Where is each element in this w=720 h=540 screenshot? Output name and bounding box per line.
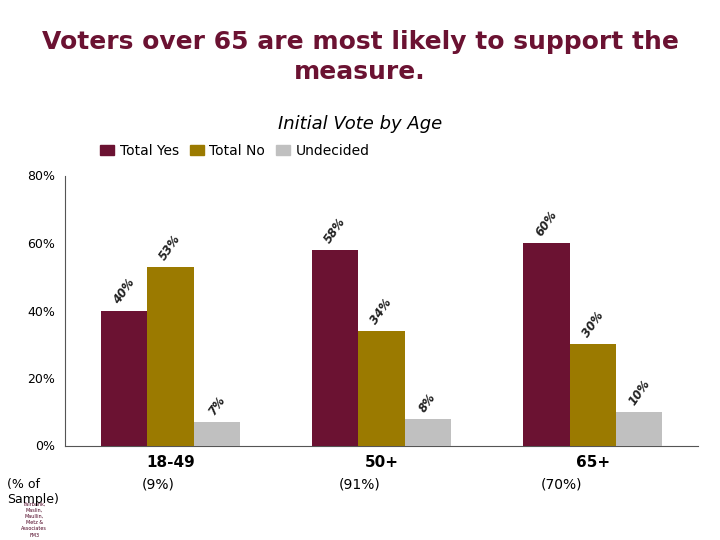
- Bar: [523, 243, 570, 446]
- Text: (91%): (91%): [339, 478, 381, 492]
- Text: 58%: 58%: [322, 215, 348, 246]
- Text: 40%: 40%: [111, 276, 138, 306]
- Bar: [147, 267, 194, 446]
- Text: 53%: 53%: [157, 232, 184, 262]
- Text: (70%): (70%): [541, 478, 582, 492]
- Text: 34%: 34%: [368, 296, 395, 327]
- Text: Initial Vote by Age: Initial Vote by Age: [278, 115, 442, 133]
- Text: (% of
Sample): (% of Sample): [7, 478, 59, 506]
- Bar: [570, 345, 616, 445]
- Text: 7%: 7%: [206, 394, 228, 418]
- Bar: [312, 249, 359, 446]
- Text: Fairbank,
Maslin,
Maullin,
Metz &
Associates
FM3: Fairbank, Maslin, Maullin, Metz & Associ…: [22, 502, 47, 537]
- Text: 30%: 30%: [580, 310, 606, 340]
- Bar: [194, 422, 240, 446]
- Text: 12: 12: [693, 513, 709, 526]
- Bar: [405, 418, 451, 445]
- Bar: [359, 330, 405, 446]
- Text: 10%: 10%: [626, 377, 652, 408]
- Text: 60%: 60%: [533, 208, 559, 239]
- Text: 8%: 8%: [417, 391, 439, 415]
- Legend: Total Yes, Total No, Undecided: Total Yes, Total No, Undecided: [95, 139, 375, 164]
- Bar: [616, 411, 662, 446]
- Text: Voters over 65 are most likely to support the
measure.: Voters over 65 are most likely to suppor…: [42, 30, 678, 84]
- Bar: [101, 310, 147, 446]
- Text: (9%): (9%): [142, 478, 175, 492]
- Text: Q4. If the election were held today, would you vote yes in favor of it, or no to: Q4. If the election were held today, wou…: [94, 515, 511, 524]
